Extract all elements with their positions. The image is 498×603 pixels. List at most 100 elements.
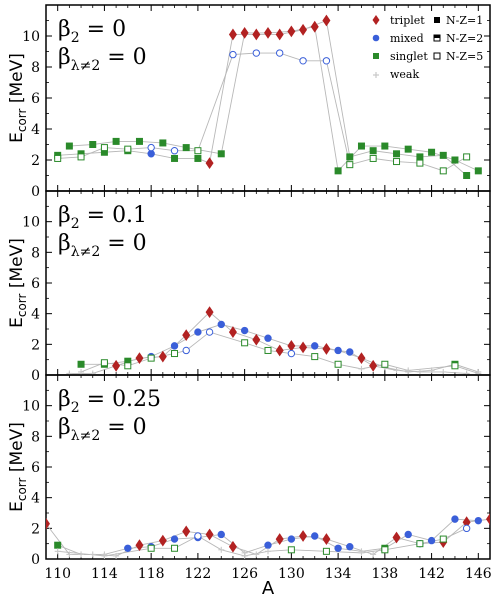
point-triplet [252, 28, 261, 41]
point-weak [475, 370, 482, 375]
point-singlet [369, 147, 377, 155]
legend-nz2-fill [434, 35, 440, 38]
x-tick-label: 114 [91, 566, 118, 582]
panel-1-betal: βλ≠2 = 0 [58, 45, 147, 74]
point-weak [428, 367, 435, 374]
x-tick-label: 134 [325, 566, 352, 582]
panel-3: 0 2 4 6 8 10 110 114 118 122 126 130 134 138 142 146 β… [7, 374, 492, 582]
point-triplet [228, 540, 237, 553]
y-tick-label: 6 [31, 276, 40, 292]
panel-2-ylabel-main: E [7, 317, 27, 328]
series-line [57, 52, 467, 172]
legend-weak-marker [373, 72, 379, 78]
point-singlet [474, 167, 482, 175]
point-singlet [112, 137, 120, 145]
y-tick-label: 2 [31, 521, 40, 537]
point-mixed [287, 349, 296, 358]
panel-3-betal: βλ≠2 = 0 [58, 415, 147, 444]
legend: triplet mixed singlet weak N-Z=1 N-Z=2 N… [372, 14, 483, 81]
panel-1: 0 2 4 6 8 10 β2 = 0 βλ≠2 = 0 Ecorr [MeV] trip… [7, 4, 491, 200]
point-weak [416, 368, 423, 375]
point-mixed [194, 532, 202, 540]
legend-singlet-marker [373, 53, 379, 59]
x-tick-label: 122 [185, 566, 212, 582]
point-mixed [346, 543, 354, 551]
point-triplet [182, 525, 191, 538]
point-weak [78, 551, 85, 558]
panel-1-markers [54, 14, 482, 179]
point-singlet [357, 142, 365, 150]
panel-3-beta2-value: 0.25 [112, 387, 161, 412]
point-weak [89, 370, 96, 375]
y-tick-label: 8 [31, 60, 40, 76]
point-singlet [416, 153, 424, 161]
panel-1-beta2-value: 0 [112, 17, 126, 42]
point-mixed [287, 535, 296, 543]
y-tick-label: 6 [31, 460, 40, 476]
point-singlet [322, 547, 330, 555]
point-triplet [322, 533, 331, 545]
panel-1-beta2-sub: 2 [71, 30, 80, 46]
panel-3-ylabel-sub: corr [15, 477, 29, 501]
panel-2: 0 2 4 6 8 10 β2 = 0.1 βλ≠2 = 0 Ecorr [MeV] [7, 190, 491, 384]
point-mixed [427, 536, 436, 545]
point-mixed [299, 57, 307, 65]
point-singlet [264, 346, 272, 354]
point-singlet [451, 362, 459, 370]
legend-mixed-label: mixed [390, 32, 424, 45]
point-singlet [311, 353, 319, 361]
point-triplet [275, 533, 284, 545]
point-triplet [205, 306, 214, 319]
point-weak [54, 548, 61, 555]
point-singlet [416, 159, 424, 167]
point-singlet [381, 360, 389, 368]
point-weak [463, 370, 470, 375]
legend-nz2-label: N-Z=2 [446, 32, 483, 45]
point-triplet [299, 23, 308, 36]
point-weak [405, 367, 412, 374]
point-weak [265, 548, 271, 555]
point-triplet [357, 352, 366, 365]
point-triplet [322, 14, 331, 27]
point-weak [358, 365, 365, 372]
point-singlet [381, 546, 389, 554]
point-singlet [439, 151, 447, 159]
point-singlet [159, 139, 167, 147]
point-mixed [311, 532, 319, 540]
point-triplet [263, 27, 273, 39]
panel-2-yticks: 0 2 4 6 8 10 [22, 191, 490, 384]
point-mixed [240, 326, 249, 335]
point-triplet [369, 359, 378, 372]
point-weak [241, 552, 248, 559]
point-weak [440, 368, 447, 375]
point-singlet [194, 154, 202, 162]
y-tick-label: 0 [31, 184, 40, 200]
point-singlet [77, 153, 85, 161]
point-singlet [451, 156, 459, 164]
point-mixed [404, 530, 412, 539]
panel-2-beta2: β2 = 0.1 [58, 203, 147, 232]
y-tick-label: 8 [31, 245, 40, 261]
point-mixed [194, 328, 202, 336]
point-mixed [462, 524, 471, 533]
panel-1-beta2-eq: = [80, 17, 112, 42]
y-tick-label: 6 [31, 91, 40, 107]
point-mixed [170, 147, 179, 155]
point-singlet [334, 360, 342, 368]
point-triplet [205, 528, 214, 541]
point-singlet [346, 161, 354, 169]
legend-mixed-marker [372, 34, 380, 42]
panel-3-beta2-sub: 2 [71, 400, 80, 416]
point-singlet [463, 153, 471, 161]
panel-2-ylabel-sub: corr [15, 293, 29, 317]
point-weak [113, 552, 120, 559]
y-tick-label: 2 [31, 153, 40, 169]
point-triplet [228, 326, 237, 338]
panel-1-beta2: β2 = 0 [58, 17, 126, 46]
y-tick-label: 10 [22, 399, 40, 415]
point-singlet [287, 546, 295, 554]
point-triplet [275, 28, 284, 41]
y-tick-label: 2 [31, 337, 40, 353]
x-tick-label: 110 [44, 566, 71, 582]
legend-triplet-marker [372, 15, 380, 25]
